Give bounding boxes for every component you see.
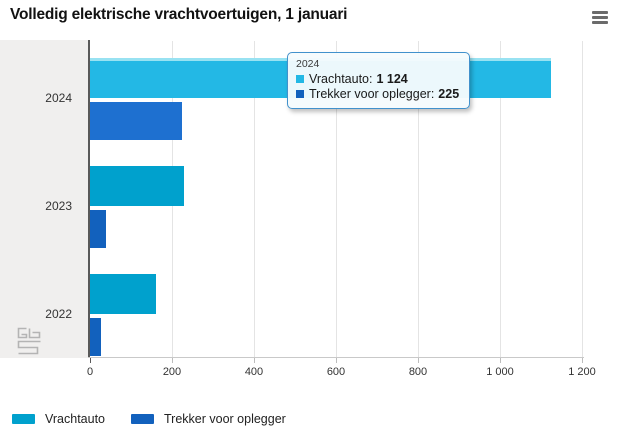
bar-vrachtauto-2022[interactable] <box>90 274 156 314</box>
y-axis-label-2022: 2022 <box>45 307 72 321</box>
series-swatch-icon <box>296 90 304 98</box>
gridline <box>499 41 501 357</box>
tooltip-value: 1 124 <box>376 72 408 86</box>
gridline <box>417 41 419 357</box>
x-tick <box>89 358 91 363</box>
x-tick-label: 600 <box>326 366 346 378</box>
gridline <box>581 41 583 357</box>
bar-trekker-voor-oplegger-2024[interactable] <box>90 102 183 140</box>
x-tick-label: 1 000 <box>486 366 514 378</box>
bar-trekker-voor-oplegger-2022[interactable] <box>90 318 102 356</box>
y-axis-label-2023: 2023 <box>45 199 72 213</box>
tooltip-category: 2024 <box>296 58 320 70</box>
tooltip-row: Vrachtauto: 1 124 <box>296 72 459 86</box>
y-axis-band <box>0 40 88 358</box>
legend-swatch-icon <box>131 414 154 424</box>
gridline <box>253 41 255 357</box>
x-tick <box>499 358 501 363</box>
legend-swatch-icon <box>12 414 35 424</box>
x-tick-label: 200 <box>162 366 182 378</box>
legend-label: Trekker voor oplegger <box>164 412 286 426</box>
legend-label: Vrachtauto <box>45 412 105 426</box>
gridline <box>335 41 337 357</box>
tooltip-label: Vrachtauto: <box>309 72 373 86</box>
tooltip-value: 225 <box>438 87 460 101</box>
x-tick-label: 1 200 <box>568 366 596 378</box>
tooltip-label: Trekker voor oplegger: <box>309 87 435 101</box>
legend-item-trekker-voor-oplegger[interactable]: Trekker voor oplegger <box>131 412 286 426</box>
series-swatch-icon <box>296 75 304 83</box>
y-axis-line <box>88 40 90 358</box>
chart-title: Volledig elektrische vrachtvoertuigen, 1… <box>10 6 348 23</box>
x-axis-line <box>88 357 584 358</box>
x-tick <box>335 358 337 363</box>
cbs-logo-icon <box>17 327 41 355</box>
x-tick-label: 400 <box>244 366 264 378</box>
x-tick <box>581 358 583 363</box>
legend: Vrachtauto Trekker voor oplegger <box>12 412 312 426</box>
x-tick-label: 800 <box>408 366 428 378</box>
x-tick <box>253 358 255 363</box>
legend-item-vrachtauto[interactable]: Vrachtauto <box>12 412 105 426</box>
bar-vrachtauto-2023[interactable] <box>90 166 185 206</box>
x-tick <box>417 358 419 363</box>
hamburger-menu-icon[interactable] <box>592 9 608 26</box>
bar-trekker-voor-oplegger-2023[interactable] <box>90 210 106 248</box>
y-axis-label-2024: 2024 <box>45 91 72 105</box>
x-tick <box>171 358 173 363</box>
x-tick-label: 0 <box>86 366 94 378</box>
tooltip-row: Trekker voor oplegger: 225 <box>296 87 459 101</box>
tooltip: 2024 Vrachtauto: 1 124 Trekker voor ople… <box>287 52 471 109</box>
